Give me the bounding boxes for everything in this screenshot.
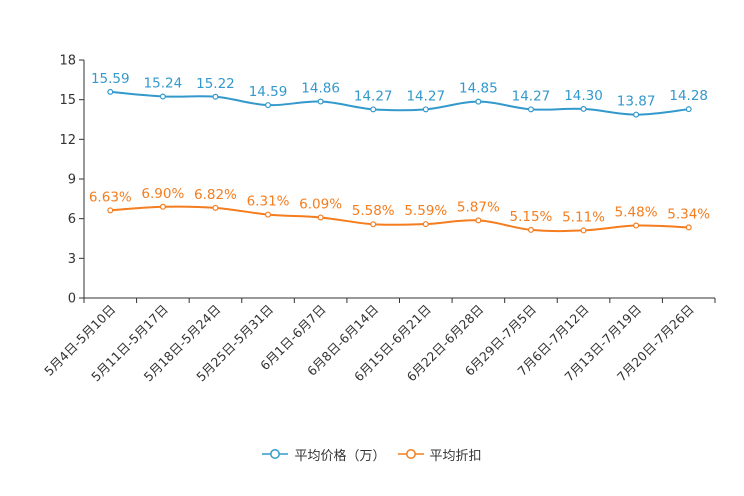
data-point bbox=[475, 217, 482, 224]
data-label: 6.63% bbox=[89, 189, 132, 205]
data-point bbox=[370, 221, 377, 228]
data-label: 15.22 bbox=[196, 76, 235, 92]
y-tick-label: 3 bbox=[68, 252, 76, 267]
data-label: 6.82% bbox=[194, 187, 237, 203]
data-point bbox=[317, 214, 324, 221]
data-point bbox=[633, 111, 640, 118]
data-label: 5.87% bbox=[457, 199, 500, 215]
legend-item-avg-discount[interactable]: 平均折扣 bbox=[397, 445, 482, 464]
data-point bbox=[633, 222, 640, 229]
data-label: 15.24 bbox=[144, 75, 183, 91]
data-point bbox=[265, 211, 272, 218]
data-label: 5.15% bbox=[510, 209, 553, 225]
y-tick-label: 12 bbox=[59, 133, 76, 148]
data-label: 5.59% bbox=[404, 203, 447, 219]
legend-avg-price-marker-icon bbox=[262, 449, 289, 459]
data-label: 15.59 bbox=[91, 71, 130, 87]
data-label: 13.87 bbox=[617, 94, 656, 110]
data-point bbox=[265, 102, 272, 109]
data-point bbox=[422, 221, 429, 228]
data-label: 14.85 bbox=[459, 81, 498, 97]
data-point bbox=[580, 227, 587, 234]
series-line-1 bbox=[110, 205, 689, 233]
series-layer bbox=[107, 88, 692, 234]
data-point bbox=[212, 93, 219, 100]
data-label: 5.11% bbox=[562, 209, 605, 225]
data-point bbox=[475, 98, 482, 105]
y-tick-label: 18 bbox=[59, 54, 76, 69]
y-tick-label: 0 bbox=[68, 292, 76, 307]
data-label: 5.34% bbox=[667, 206, 710, 222]
data-point bbox=[685, 106, 692, 113]
data-label: 6.90% bbox=[141, 186, 184, 202]
legend-avg-discount-label: 平均折扣 bbox=[429, 448, 482, 464]
data-label: 14.30 bbox=[564, 88, 603, 104]
legend: 平均价格（万） 平均折扣 bbox=[0, 444, 744, 464]
data-label: 14.27 bbox=[406, 88, 445, 104]
data-point bbox=[527, 226, 534, 233]
data-label: 6.31% bbox=[247, 194, 290, 210]
data-point bbox=[580, 105, 587, 112]
data-label: 14.28 bbox=[669, 88, 708, 104]
y-tick-label: 6 bbox=[68, 212, 76, 227]
series-line-0 bbox=[110, 90, 689, 116]
data-label: 14.86 bbox=[301, 81, 340, 97]
y-tick-label: 9 bbox=[68, 173, 76, 188]
legend-avg-price-label: 平均价格（万） bbox=[294, 448, 386, 464]
data-point bbox=[159, 93, 166, 100]
data-label: 5.48% bbox=[615, 205, 658, 221]
data-label: 5.58% bbox=[352, 203, 395, 219]
data-label: 6.09% bbox=[299, 196, 342, 212]
data-point bbox=[107, 88, 114, 95]
data-labels-layer: 15.59 15.24 15.22 14.59 14.86 14.27 14.27 14.85… bbox=[89, 71, 710, 226]
data-point bbox=[685, 224, 692, 231]
data-point bbox=[159, 203, 166, 210]
data-label: 14.59 bbox=[249, 84, 288, 100]
data-point bbox=[107, 207, 114, 214]
data-point bbox=[317, 98, 324, 105]
legend-avg-discount-marker-icon bbox=[397, 449, 424, 459]
data-point bbox=[527, 106, 534, 113]
data-point bbox=[212, 204, 219, 211]
data-point bbox=[370, 106, 377, 113]
legend-item-avg-price[interactable]: 平均价格（万） bbox=[262, 445, 386, 464]
y-tick-label: 15 bbox=[59, 93, 76, 108]
data-label: 14.27 bbox=[354, 88, 393, 104]
data-point bbox=[422, 106, 429, 113]
data-label: 14.27 bbox=[512, 88, 551, 104]
